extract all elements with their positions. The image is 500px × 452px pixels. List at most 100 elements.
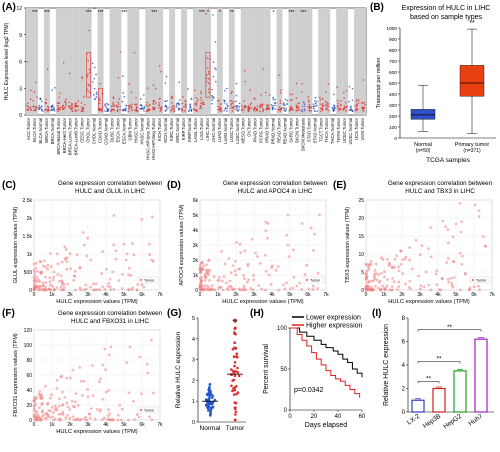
panel-c-point	[55, 286, 59, 289]
panel-d-point	[206, 273, 210, 277]
panel-a-point	[35, 81, 37, 84]
panel-a-point	[208, 78, 210, 80]
panel-f-point	[41, 409, 45, 413]
panel-e-point	[388, 288, 391, 292]
panel-c-point	[49, 283, 52, 287]
panel-f-point	[61, 403, 65, 407]
panel-f-point	[116, 418, 120, 422]
panel-a-xtick-label: BLCA.Normal	[38, 118, 43, 144]
panel-a-point	[178, 81, 181, 84]
panel-a-point	[87, 83, 89, 86]
panel-a-point	[127, 110, 130, 113]
panel-g-point	[207, 405, 211, 409]
panel-c-point	[94, 282, 98, 286]
panel-a-point	[202, 103, 204, 105]
panel-c-point	[109, 288, 113, 291]
panel-f-point	[46, 414, 50, 418]
panel-d-point	[295, 284, 299, 288]
panel-d-point	[269, 283, 273, 286]
panel-c-point	[46, 267, 50, 271]
panel-f-point	[34, 418, 38, 422]
panel-a-xtick-label: BRCA-Her2.Tumor	[62, 117, 67, 153]
panel-a-point	[34, 108, 37, 110]
panel-e-xtick-label: 4k	[435, 292, 441, 298]
panel-c-point	[36, 288, 40, 292]
panel-a-point	[38, 108, 40, 111]
panel-a-sig: ***	[199, 10, 205, 16]
panel-a-point	[268, 108, 271, 111]
panel-f-point	[108, 412, 112, 416]
panel-c-point	[44, 275, 47, 279]
panel-c-point	[130, 288, 134, 291]
panel-a-point	[234, 108, 237, 111]
panel-i-xtick-label: HepG2	[442, 413, 463, 431]
panel-e-point	[397, 269, 401, 273]
panel-e-point	[379, 271, 383, 275]
panel-g-point	[233, 341, 236, 345]
panel-a-xtick-label: STAD.Tumor	[306, 117, 311, 142]
panel-f-point	[104, 368, 107, 372]
panel-c-point	[52, 270, 56, 274]
panel-d-point	[231, 264, 235, 268]
panel-d-point	[263, 253, 267, 257]
panel-d-point	[283, 287, 287, 291]
panel-c-point	[49, 252, 52, 255]
panel-d-point	[204, 276, 208, 280]
panel-a-point	[143, 105, 146, 108]
panel-d-point	[210, 284, 214, 288]
panel-e-ytick-label: 25	[358, 198, 364, 204]
panel-a-shade	[61, 8, 68, 115]
panel-a-point	[312, 103, 315, 105]
panel-a-point	[158, 104, 160, 106]
panel-d-point	[256, 255, 259, 258]
panel-c-point	[59, 288, 63, 292]
panel-a-point	[231, 90, 233, 93]
panel-e-point	[484, 244, 487, 248]
panel-d-point	[217, 286, 220, 290]
panel-a-shade	[246, 8, 253, 115]
panel-i-xtick-label: Hep3B	[422, 413, 442, 430]
panel-e-xtick-label: 5k	[453, 292, 459, 298]
panel-a-point	[39, 97, 42, 100]
panel-a-point	[67, 104, 70, 107]
panel-e-point	[444, 225, 448, 229]
panel-a-sig: ***	[86, 10, 92, 16]
panel-a-point	[200, 92, 202, 95]
panel-a-point	[296, 109, 298, 112]
panel-a-shade	[193, 8, 199, 115]
panel-a-point	[278, 106, 281, 108]
panel-d-point	[198, 287, 202, 291]
panel-a-point	[215, 68, 217, 71]
panel-a-shade	[133, 8, 140, 115]
panel-e-point	[364, 277, 368, 281]
panel-c-point	[127, 273, 130, 277]
panel-a-point	[362, 106, 364, 109]
panel-d-point	[298, 281, 302, 285]
panel-a-shade	[228, 8, 235, 115]
panel-a-point	[226, 87, 228, 90]
panel-g-point	[234, 410, 238, 414]
panel-d-point	[258, 261, 262, 265]
panel-a-xtick-label: TGCT.Tumor	[318, 117, 323, 142]
panel-c-point	[122, 242, 126, 246]
panel-d-legend-label: Tumor	[310, 279, 321, 283]
panel-a-point	[188, 109, 191, 111]
panel-g-point	[211, 402, 214, 406]
panel-d-ytick-label: 1k	[193, 273, 199, 279]
panel-a-point	[65, 98, 68, 101]
panel-a-point	[62, 62, 65, 64]
panel-b-group-label: Primary tumor	[455, 142, 490, 148]
panel-a-point	[355, 107, 358, 110]
panel-e-point	[441, 219, 445, 223]
panel-a-point	[30, 108, 32, 110]
panel-d-legend-marker	[305, 278, 309, 282]
panel-d-point	[213, 288, 217, 292]
panel-a-xtick-label: PRAD.Tumor	[265, 117, 270, 142]
panel-a-point	[111, 108, 114, 111]
panel-a-point	[154, 87, 157, 90]
panel-a-point	[64, 103, 67, 106]
panel-d-point	[205, 263, 208, 267]
panel-f-xtick-label: 0	[33, 422, 36, 428]
panel-e-point	[374, 284, 377, 288]
panel-a-point	[107, 104, 110, 106]
